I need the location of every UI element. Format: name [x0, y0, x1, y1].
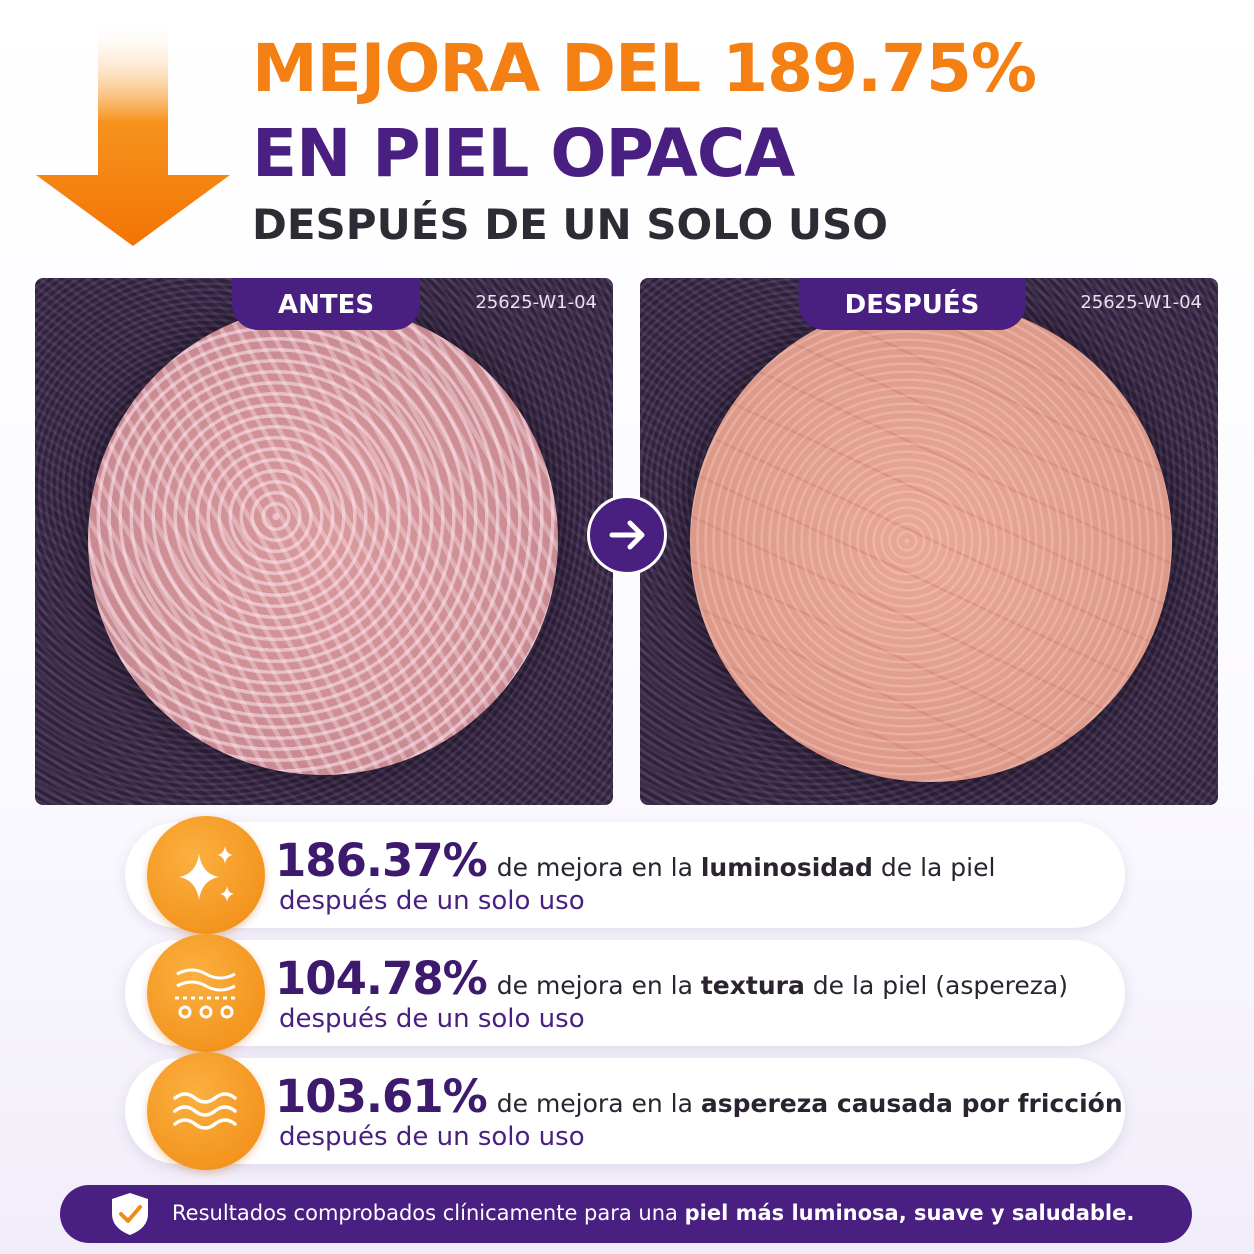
stat-line: 186.37% de mejora en la luminosidad de la… — [275, 834, 995, 887]
stat-text: de la piel — [880, 853, 996, 882]
stat-note: después de un solo uso — [279, 886, 585, 916]
skin-circle — [88, 305, 558, 775]
stat-note: después de un solo uso — [279, 1004, 585, 1034]
title-prefix: MEJORA DEL — [252, 30, 701, 107]
panel-code: 25625-W1-04 — [1080, 292, 1202, 313]
after-panel: DESPUÉS 25625-W1-04 — [640, 278, 1218, 805]
skin-circle — [690, 300, 1172, 782]
panel-label: ANTES — [231, 278, 421, 330]
stat-highlight: aspereza causada por fricción — [700, 1089, 1123, 1118]
wave-icon — [147, 1052, 265, 1170]
subtitle: DESPUÉS DE UN SOLO USO — [252, 200, 888, 249]
title-line-1: MEJORA DEL 189.75% — [252, 30, 1037, 107]
compare-arrow — [587, 495, 667, 575]
footer-text: Resultados comprobados clínicamente para… — [172, 1201, 1134, 1225]
stat-note: después de un solo uso — [279, 1122, 585, 1152]
sparkle-icon — [147, 816, 265, 934]
down-arrow — [36, 20, 230, 246]
footer-highlight: piel más luminosa, suave y saludable. — [684, 1201, 1135, 1225]
stat-value: 104.78% — [275, 952, 488, 1005]
stat-card: 186.37% de mejora en la luminosidad de la… — [125, 816, 1125, 934]
title-value: 189.75% — [722, 30, 1037, 107]
stat-line: 104.78% de mejora en la textura de la pie… — [275, 952, 1068, 1005]
stat-text: de mejora en la — [496, 853, 693, 882]
before-panel: ANTES 25625-W1-04 — [35, 278, 613, 805]
stat-highlight: textura — [700, 971, 805, 1000]
footer-plain: Resultados comprobados clínicamente para… — [172, 1201, 678, 1225]
stat-card: 103.61% de mejora en la aspereza causada … — [125, 1052, 1125, 1170]
texture-icon — [147, 934, 265, 1052]
stat-card: 104.78% de mejora en la textura de la pie… — [125, 934, 1125, 1052]
title-line-2: EN PIEL OPACA — [252, 115, 795, 192]
stat-text: de mejora en la — [496, 971, 693, 1000]
stat-value: 103.61% — [275, 1070, 488, 1123]
panel-label: DESPUÉS — [798, 278, 1026, 330]
stat-text: de mejora en la — [496, 1089, 693, 1118]
stat-value: 186.37% — [275, 834, 488, 887]
stat-line: 103.61% de mejora en la aspereza causada … — [275, 1070, 1123, 1123]
panel-code: 25625-W1-04 — [475, 292, 597, 313]
stat-highlight: luminosidad — [700, 853, 873, 882]
footer-bar: Resultados comprobados clínicamente para… — [60, 1185, 1192, 1243]
stat-text: de la piel (aspereza) — [812, 971, 1068, 1000]
shield-icon — [112, 1193, 148, 1235]
